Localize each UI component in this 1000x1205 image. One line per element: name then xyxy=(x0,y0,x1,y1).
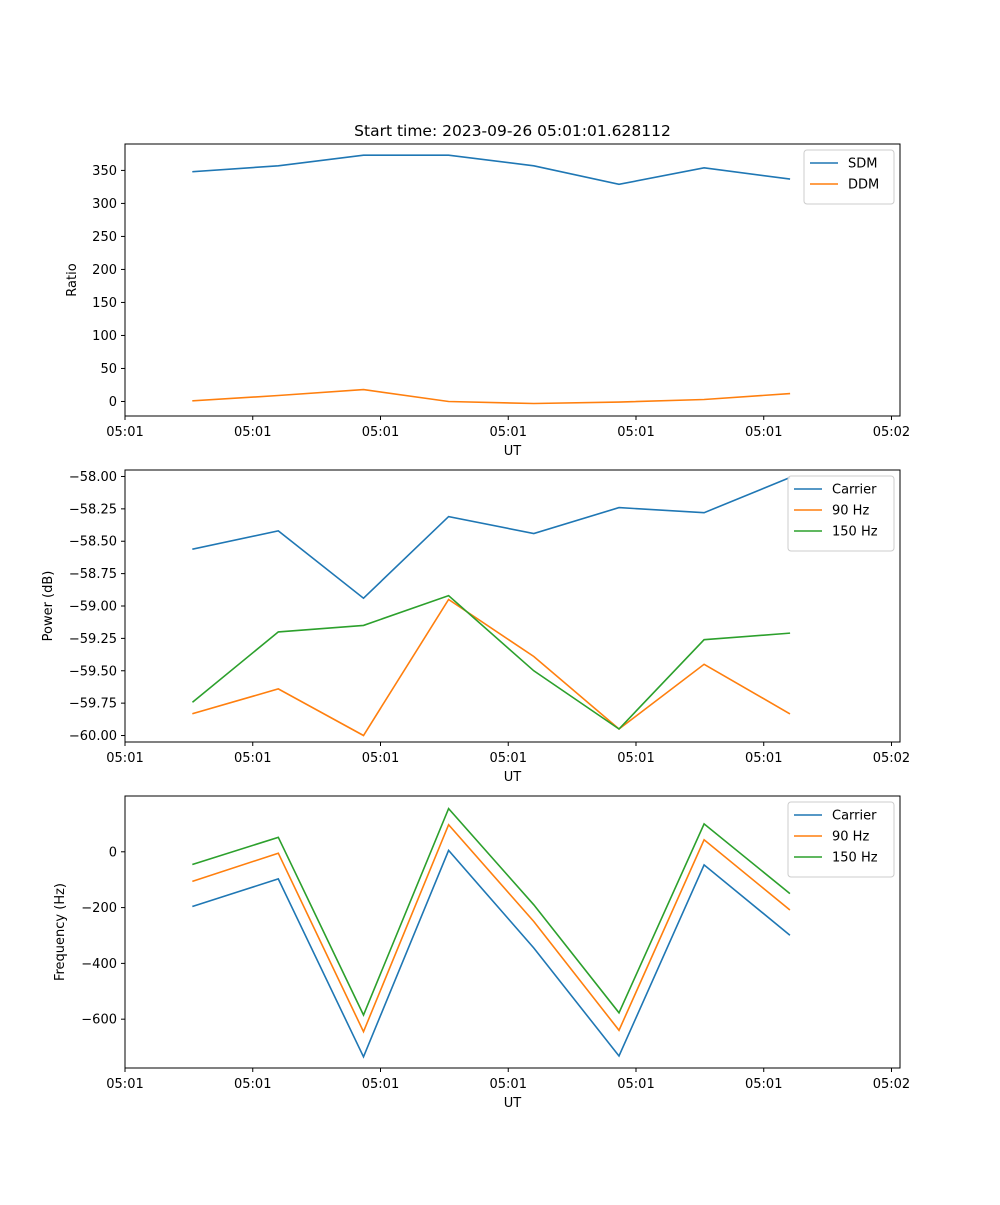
legend: Carrier 90 Hz 150 Hz xyxy=(787,475,895,552)
x-axis-label: UT xyxy=(504,444,522,459)
axes-frame xyxy=(124,143,901,417)
legend-label: 90 Hz xyxy=(832,830,869,845)
x-tick-label: 05:01 xyxy=(490,425,527,440)
y-tick-label: 0 xyxy=(109,395,117,410)
y-tick-label: −58.75 xyxy=(69,567,117,582)
y-tick-label: 300 xyxy=(92,197,117,212)
y-tick-label: −600 xyxy=(81,1013,117,1028)
series-line-90-hz xyxy=(192,598,791,737)
y-tick-label: −59.50 xyxy=(69,664,117,679)
x-tick-label: 05:01 xyxy=(234,751,271,766)
series-line-sdm xyxy=(192,154,791,186)
x-tick-label: 05:01 xyxy=(234,1077,271,1092)
x-tick-label: 05:01 xyxy=(617,1077,654,1092)
y-tick-label: −58.00 xyxy=(69,470,117,485)
y-tick-label: 250 xyxy=(92,230,117,245)
subplot-2: 05:01 05:01 05:01 05:01 05:01 05:01 05:02 −60.0… xyxy=(41,469,910,785)
legend-label: 150 Hz xyxy=(832,851,878,866)
axes-frame xyxy=(124,469,901,743)
y-tick-label: −400 xyxy=(81,957,117,972)
legend-box xyxy=(787,475,895,552)
x-tick-label: 05:01 xyxy=(362,1077,399,1092)
legend: SDM DDM xyxy=(803,149,895,205)
axes-frame xyxy=(124,795,901,1069)
y-tick-label: −60.00 xyxy=(69,729,117,744)
legend-box xyxy=(787,801,895,878)
y-tick-label: −59.00 xyxy=(69,600,117,615)
x-tick-label: 05:01 xyxy=(617,751,654,766)
y-tick-label: −59.25 xyxy=(69,632,117,647)
y-tick-label: 350 xyxy=(92,164,117,179)
series-line-ddm xyxy=(192,388,791,405)
y-tick-label: 0 xyxy=(109,845,117,860)
x-tick-label: 05:01 xyxy=(490,751,527,766)
legend-label: 150 Hz xyxy=(832,525,878,540)
y-axis-label: Frequency (Hz) xyxy=(53,883,68,981)
series-line-carrier xyxy=(192,848,791,1059)
legend-label: DDM xyxy=(848,178,879,193)
x-tick-label: 05:01 xyxy=(106,1077,143,1092)
legend-label: Carrier xyxy=(832,809,877,824)
legend-label: 90 Hz xyxy=(832,504,869,519)
x-tick-label: 05:01 xyxy=(745,1077,782,1092)
x-tick-label: 05:01 xyxy=(362,751,399,766)
x-tick-label: 05:01 xyxy=(490,1077,527,1092)
x-tick-label: 05:02 xyxy=(873,751,910,766)
y-tick-label: 200 xyxy=(92,263,117,278)
y-tick-label: −58.25 xyxy=(69,502,117,517)
x-tick-label: 05:02 xyxy=(873,1077,910,1092)
x-tick-label: 05:01 xyxy=(362,425,399,440)
x-axis-label: UT xyxy=(504,770,522,785)
subplot-3: 05:01 05:01 05:01 05:01 05:01 05:01 05:02 −600 −… xyxy=(53,795,910,1111)
series-line-90-hz xyxy=(192,823,791,1034)
x-tick-label: 05:01 xyxy=(106,425,143,440)
y-axis-label: Ratio xyxy=(65,263,80,296)
y-tick-label: 50 xyxy=(100,362,117,377)
x-axis-label: UT xyxy=(504,1096,522,1111)
x-tick-label: 05:01 xyxy=(106,751,143,766)
series-line-150-hz xyxy=(192,807,791,1017)
x-tick-label: 05:02 xyxy=(873,425,910,440)
legend-label: Carrier xyxy=(832,483,877,498)
y-tick-label: 150 xyxy=(92,296,117,311)
y-tick-label: −58.50 xyxy=(69,535,117,550)
x-tick-label: 05:01 xyxy=(617,425,654,440)
y-tick-label: −59.75 xyxy=(69,697,117,712)
y-tick-label: −200 xyxy=(81,901,117,916)
x-tick-label: 05:01 xyxy=(234,425,271,440)
x-tick-label: 05:01 xyxy=(745,751,782,766)
y-axis-label: Power (dB) xyxy=(41,571,56,642)
legend-label: SDM xyxy=(848,157,877,172)
subplot-1: Start time: 2023-09-26 05:01:01.62811205… xyxy=(65,122,910,459)
series-line-150-hz xyxy=(191,594,791,731)
y-tick-label: 100 xyxy=(92,329,117,344)
legend: Carrier 90 Hz 150 Hz xyxy=(787,801,895,878)
series-line-carrier xyxy=(192,476,791,600)
chart-title: Start time: 2023-09-26 05:01:01.628112 xyxy=(354,122,671,140)
x-tick-label: 05:01 xyxy=(745,425,782,440)
